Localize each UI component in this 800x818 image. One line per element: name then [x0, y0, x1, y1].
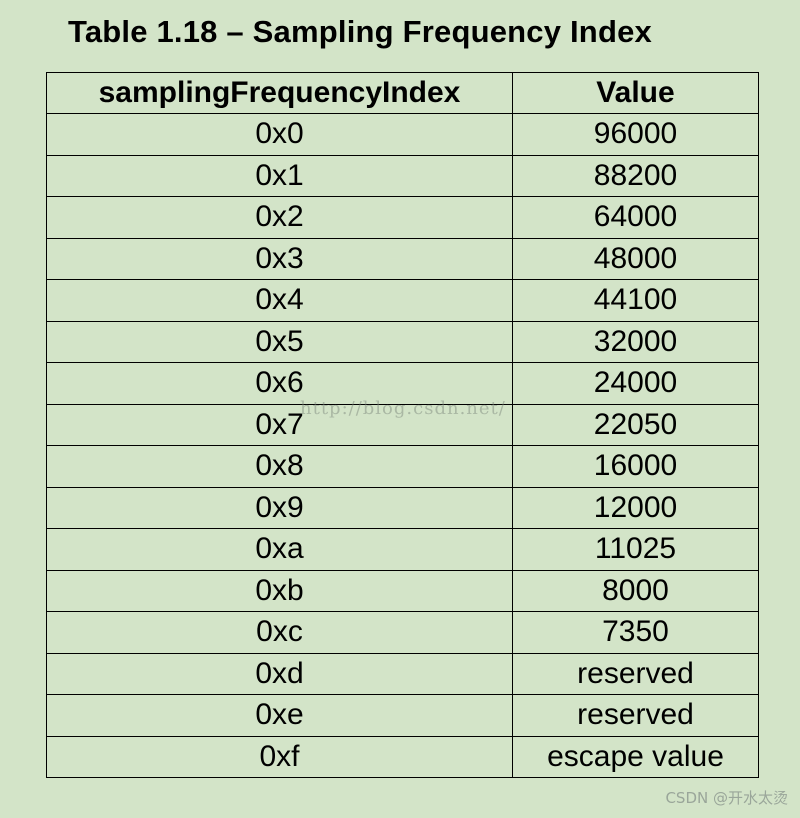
index-cell: 0x3 — [46, 237, 513, 280]
value-cell: 88200 — [512, 154, 759, 197]
index-cell: 0x6 — [46, 362, 513, 405]
value-cell: 44100 — [512, 279, 759, 322]
index-cell: 0xd — [46, 652, 513, 695]
table-row: 0xe reserved — [46, 694, 759, 737]
index-cell: 0xf — [46, 735, 513, 778]
header-value: Value — [512, 72, 759, 114]
index-cell: 0xb — [46, 569, 513, 612]
table-row: 0x9 12000 — [46, 486, 759, 529]
index-cell: 0x2 — [46, 196, 513, 239]
table-row: 0x6 24000 — [46, 362, 759, 405]
table-row: 0x8 16000 — [46, 445, 759, 488]
value-cell: 32000 — [512, 320, 759, 363]
table-row: 0x2 64000 — [46, 196, 759, 239]
value-cell: reserved — [512, 694, 759, 737]
index-cell: 0x7 — [46, 403, 513, 446]
table-row: 0x7 22050 — [46, 403, 759, 446]
table-row: 0x0 96000 — [46, 113, 759, 156]
table-row: 0xd reserved — [46, 652, 759, 695]
table-row: 0x1 88200 — [46, 154, 759, 197]
value-cell: 24000 — [512, 362, 759, 405]
index-cell: 0x0 — [46, 113, 513, 156]
table-row: 0xc 7350 — [46, 611, 759, 654]
value-cell: 48000 — [512, 237, 759, 280]
index-cell: 0x5 — [46, 320, 513, 363]
index-cell: 0x4 — [46, 279, 513, 322]
table-row: 0xb 8000 — [46, 569, 759, 612]
sampling-frequency-table: samplingFrequencyIndex Value 0x0 96000 0… — [46, 72, 759, 778]
value-cell: 22050 — [512, 403, 759, 446]
credit-label: CSDN @开水太烫 — [665, 789, 788, 807]
table-header-row: samplingFrequencyIndex Value — [46, 72, 759, 114]
value-cell: 11025 — [512, 528, 759, 571]
table-row: 0x4 44100 — [46, 279, 759, 322]
header-sampling-frequency-index: samplingFrequencyIndex — [46, 72, 513, 114]
table-row: 0xf escape value — [46, 735, 759, 778]
value-cell: 64000 — [512, 196, 759, 239]
value-cell: 8000 — [512, 569, 759, 612]
index-cell: 0xc — [46, 611, 513, 654]
table-row: 0xa 11025 — [46, 528, 759, 571]
value-cell: 96000 — [512, 113, 759, 156]
index-cell: 0x1 — [46, 154, 513, 197]
value-cell: escape value — [512, 735, 759, 778]
table-title: Table 1.18 – Sampling Frequency Index — [68, 14, 652, 49]
value-cell: 7350 — [512, 611, 759, 654]
index-cell: 0x9 — [46, 486, 513, 529]
table-row: 0x5 32000 — [46, 320, 759, 363]
table-row: 0x3 48000 — [46, 237, 759, 280]
index-cell: 0xa — [46, 528, 513, 571]
value-cell: 12000 — [512, 486, 759, 529]
value-cell: 16000 — [512, 445, 759, 488]
value-cell: reserved — [512, 652, 759, 695]
index-cell: 0x8 — [46, 445, 513, 488]
index-cell: 0xe — [46, 694, 513, 737]
